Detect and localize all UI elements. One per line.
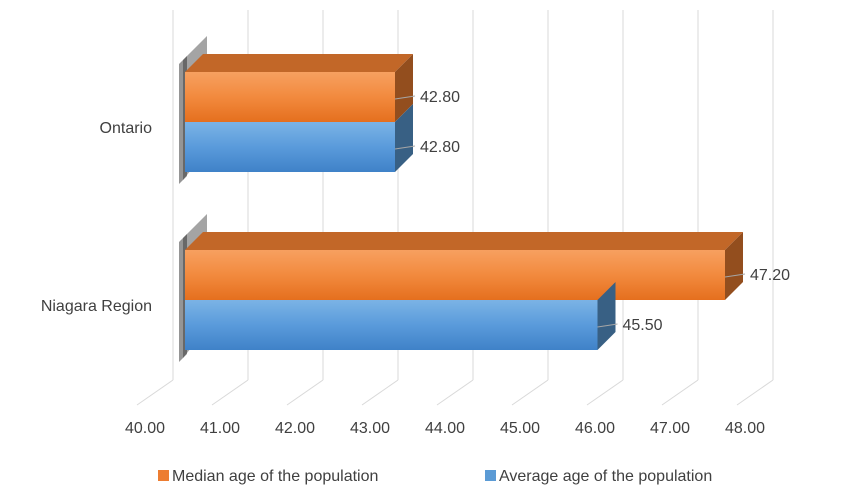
bar-side-face: [395, 54, 413, 122]
legend-swatch: [158, 470, 169, 481]
data-label-leader: [724, 273, 746, 278]
x-tick-label: 48.00: [725, 420, 765, 437]
gridline-floor: [436, 379, 474, 406]
data-label-leader: [597, 323, 618, 328]
bar-side-face: [395, 104, 413, 172]
x-axis: 40.00 41.00 42.00 43.00 44.00 45.00 46.00 47.00…: [125, 420, 765, 437]
gridline-floor: [136, 379, 174, 406]
x-tick-label: 46.00: [575, 420, 615, 437]
gridline-floor: [586, 379, 624, 406]
x-tick-label: 44.00: [425, 420, 465, 437]
bar: [185, 72, 395, 122]
gridline-floor: [211, 379, 249, 406]
x-tick-label: 47.00: [650, 420, 690, 437]
bar-side-face: [725, 232, 743, 300]
legend: Median age of the population Average age …: [158, 468, 712, 485]
category-label: Niagara Region: [41, 298, 152, 315]
data-label: 47.20: [750, 267, 790, 284]
bars: [185, 54, 743, 350]
x-tick-label: 41.00: [200, 420, 240, 437]
legend-label: Median age of the population: [172, 468, 378, 485]
x-tick-label: 40.00: [125, 420, 165, 437]
legend-item: Average age of the population: [485, 468, 712, 485]
data-labels: 42.80 42.80 47.20 45.50: [394, 89, 790, 334]
bar-top-face: [185, 232, 743, 250]
bar-top-face: [185, 54, 413, 72]
data-label: 42.80: [420, 139, 460, 156]
category-label: Ontario: [100, 120, 153, 137]
bar: [185, 300, 598, 350]
gridline-floor: [286, 379, 324, 406]
bar: [185, 122, 395, 172]
x-tick-label: 43.00: [350, 420, 390, 437]
y-axis: Ontario Niagara Region: [41, 120, 152, 315]
gridline-floor: [736, 379, 774, 406]
legend-item: Median age of the population: [158, 468, 378, 485]
legend-swatch: [485, 470, 496, 481]
legend-label: Average age of the population: [499, 468, 712, 485]
data-label: 42.80: [420, 89, 460, 106]
bar: [185, 250, 725, 300]
data-label-leader: [394, 95, 416, 100]
x-tick-label: 42.00: [275, 420, 315, 437]
gridline-floor: [511, 379, 549, 406]
x-tick-label: 45.00: [500, 420, 540, 437]
gridline-floor: [361, 379, 399, 406]
data-label: 45.50: [623, 317, 663, 334]
data-label-leader: [394, 145, 416, 150]
gridline-floor: [661, 379, 699, 406]
bar-side-face: [597, 282, 616, 350]
